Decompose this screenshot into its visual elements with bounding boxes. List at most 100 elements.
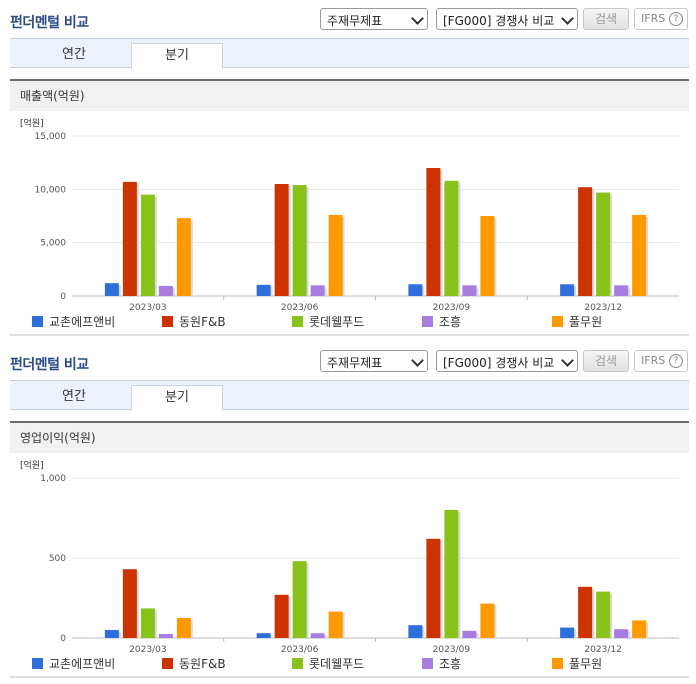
- legend-label: 조흥: [439, 315, 462, 329]
- bar: [462, 285, 477, 296]
- chart-legend: 교촌에프앤비 동원F&B 롯데웰푸드 조흥 풀무원: [0, 311, 696, 331]
- y-axis-unit: [억원]: [20, 459, 44, 471]
- bar: [444, 180, 459, 296]
- bar: [480, 603, 495, 638]
- bar: [632, 620, 647, 638]
- legend-swatch: [552, 316, 563, 327]
- report-type-select[interactable]: 주재무제표: [320, 8, 428, 30]
- legend-item[interactable]: 롯데웰푸드: [292, 655, 364, 672]
- bar: [158, 634, 173, 638]
- bar: [328, 214, 343, 296]
- bar: [462, 630, 477, 638]
- legend-item[interactable]: 풀무원: [552, 313, 602, 330]
- legend-label: 교촌에프앤비: [49, 657, 116, 671]
- section-divider: [10, 676, 689, 678]
- y-tick-label: 0: [60, 292, 66, 302]
- bar: [426, 538, 441, 638]
- tab-annual[interactable]: 연간: [62, 47, 86, 62]
- tab-quarterly[interactable]: 분기: [131, 385, 223, 411]
- section-header: 펀더멘털 비교 주재무제표 [FG000] 경쟁사 비교 검색 IFRS?: [0, 0, 696, 38]
- legend-swatch: [162, 658, 173, 669]
- x-tick-label: 2023/06: [281, 645, 319, 653]
- help-icon: ?: [669, 354, 683, 368]
- legend-swatch: [32, 658, 43, 669]
- bar: [256, 284, 271, 296]
- bar: [578, 187, 593, 296]
- legend-label: 교촌에프앤비: [49, 315, 116, 329]
- bar: [256, 633, 271, 638]
- metric-title: 매출액(억원): [10, 79, 689, 111]
- bar: [480, 216, 495, 296]
- operating-profit-bar-chart: [억원] 0 500 1,000 2023/03 2023/06 2023/09 2023/1…: [20, 459, 679, 653]
- bar: [614, 629, 629, 638]
- bar: [310, 285, 325, 296]
- bar: [292, 185, 307, 296]
- legend-label: 풀무원: [569, 315, 603, 329]
- tab-annual[interactable]: 연간: [62, 389, 86, 404]
- bar: [104, 630, 119, 638]
- chart-legend: 교촌에프앤비 동원F&B 롯데웰푸드 조흥 풀무원: [0, 653, 696, 673]
- legend-item[interactable]: 조흥: [422, 313, 461, 330]
- bar: [560, 627, 575, 638]
- legend-item[interactable]: 교촌에프앤비: [32, 655, 115, 672]
- legend-item[interactable]: 동원F&B: [162, 313, 226, 330]
- legend-swatch: [162, 316, 173, 327]
- legend-item[interactable]: 동원F&B: [162, 655, 226, 672]
- legend-label: 조흥: [439, 657, 462, 671]
- bar: [122, 181, 137, 296]
- legend-swatch: [422, 316, 433, 327]
- legend-item[interactable]: 조흥: [422, 655, 461, 672]
- bar: [122, 569, 137, 638]
- chevron-down-icon: [561, 354, 574, 367]
- period-tabs: 연간 분기: [10, 38, 689, 69]
- legend-swatch: [32, 316, 43, 327]
- bar: [176, 618, 191, 638]
- legend-label: 동원F&B: [179, 657, 226, 671]
- x-tick-label: 2023/03: [129, 303, 166, 311]
- report-type-select[interactable]: 주재무제표: [320, 350, 428, 372]
- y-tick-label: 10,000: [35, 185, 67, 195]
- legend-item[interactable]: 풀무원: [552, 655, 602, 672]
- legend-label: 동원F&B: [179, 315, 226, 329]
- bar: [140, 608, 155, 638]
- y-tick-label: 1,000: [40, 474, 66, 484]
- x-tick-label: 2023/06: [281, 303, 319, 311]
- compare-group-select[interactable]: [FG000] 경쟁사 비교: [436, 8, 578, 30]
- x-tick-label: 2023/03: [129, 645, 166, 653]
- fundamental-section-1: 펀더멘털 비교 주재무제표 [FG000] 경쟁사 비교 검색 IFRS? 연간…: [0, 0, 696, 336]
- search-button[interactable]: 검색: [583, 350, 629, 372]
- compare-group-select[interactable]: [FG000] 경쟁사 비교: [436, 350, 578, 372]
- bar: [632, 214, 647, 296]
- search-button[interactable]: 검색: [583, 8, 629, 30]
- legend-swatch: [292, 658, 303, 669]
- bar: [444, 510, 459, 638]
- x-tick-label: 2023/09: [433, 645, 471, 653]
- section-divider: [10, 334, 689, 336]
- section-title: 펀더멘털 비교: [10, 357, 89, 373]
- legend-item[interactable]: 롯데웰푸드: [292, 313, 364, 330]
- tab-quarterly[interactable]: 분기: [131, 43, 223, 69]
- bar: [158, 285, 173, 296]
- bar: [408, 284, 423, 296]
- metric-title: 영업이익(억원): [10, 421, 689, 453]
- legend-swatch: [552, 658, 563, 669]
- legend-item[interactable]: 교촌에프앤비: [32, 313, 115, 330]
- chevron-down-icon: [411, 12, 424, 25]
- ifrs-button[interactable]: IFRS?: [634, 350, 688, 372]
- x-tick-label: 2023/12: [584, 645, 621, 653]
- period-tabs: 연간 분기: [10, 380, 689, 411]
- x-tick-label: 2023/12: [584, 303, 621, 311]
- ifrs-button[interactable]: IFRS?: [634, 8, 688, 30]
- y-tick-label: 15,000: [35, 132, 67, 142]
- legend-label: 풀무원: [569, 657, 603, 671]
- bar: [596, 192, 611, 296]
- legend-label: 롯데웰푸드: [309, 657, 365, 671]
- bar: [292, 561, 307, 638]
- help-icon: ?: [669, 12, 683, 26]
- fundamental-section-2: 펀더멘털 비교 주재무제표 [FG000] 경쟁사 비교 검색 IFRS? 연간…: [0, 342, 696, 684]
- bar: [310, 633, 325, 638]
- bar: [408, 625, 423, 638]
- bar: [104, 283, 119, 296]
- bar: [614, 285, 629, 296]
- y-tick-label: 5,000: [40, 239, 66, 249]
